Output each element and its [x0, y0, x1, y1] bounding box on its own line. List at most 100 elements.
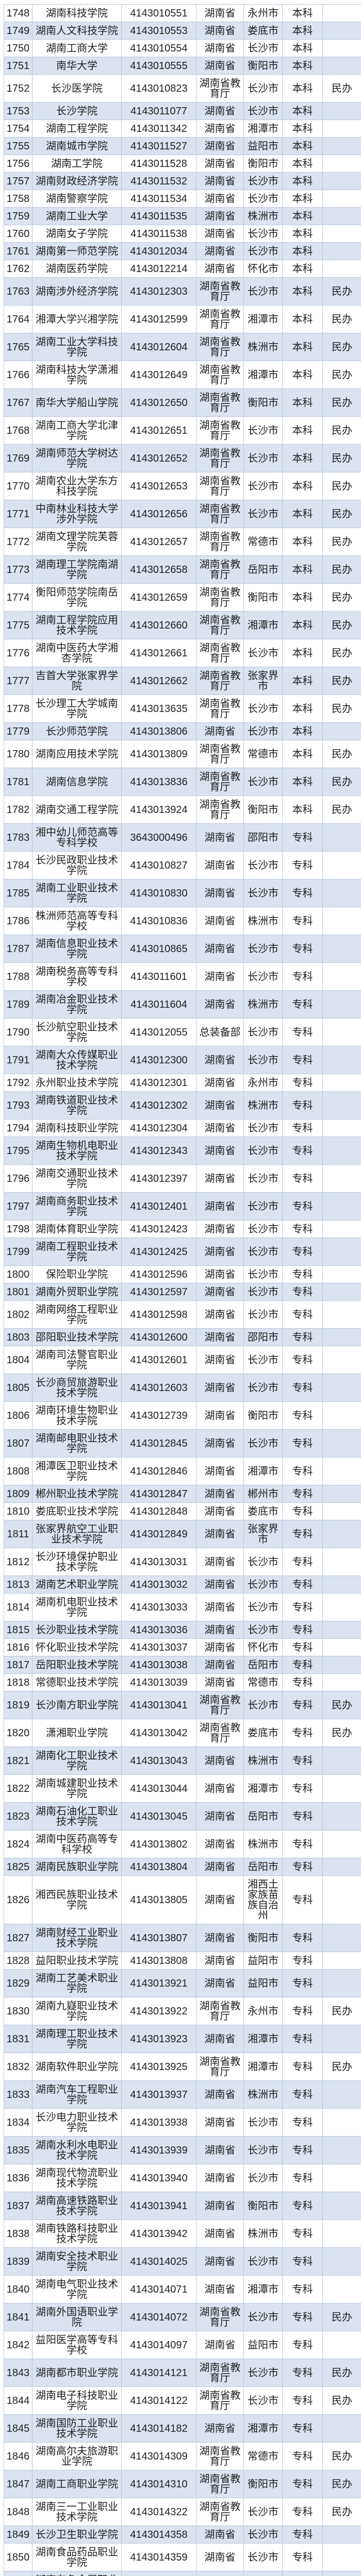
table-row: 1772 湖南文理学院芙蓉学院 4143012657 湖南省教育厅 常德市 本科 民办	[4, 528, 361, 556]
cell-department: 湖南省	[196, 2571, 244, 2576]
cell-school-name: 湖南汽车工程职业学院	[32, 2080, 122, 2109]
cell-level: 专科	[282, 1520, 323, 1548]
cell-department: 湖南省	[196, 2247, 244, 2276]
cell-department: 湖南省教育厅	[196, 639, 244, 667]
cell-level: 专科	[282, 1457, 323, 1485]
cell-department: 湖南省	[196, 1575, 244, 1594]
cell-school-code: 4143012302	[121, 1091, 196, 1120]
cell-city: 长沙市	[243, 879, 283, 907]
cell-note	[322, 1265, 361, 1283]
cell-level: 专科	[282, 1265, 323, 1283]
cell-note	[322, 1656, 361, 1674]
cell-school-code: 4143012660	[121, 611, 196, 639]
cell-level: 专科	[282, 1997, 323, 2025]
cell-level: 专科	[282, 1328, 323, 1346]
table-row: 1839 湖南安全技术职业学院 4143014025 湖南省 长沙市 专科	[4, 2247, 361, 2276]
cell-school-name: 长沙职业技术学院	[32, 1621, 122, 1639]
cell-school-code: 4143013037	[121, 1638, 196, 1656]
cell-row-number: 1846	[4, 2442, 32, 2470]
cell-note	[322, 1220, 361, 1238]
cell-school-name: 湖南警察学院	[32, 190, 122, 208]
cell-city: 株洲市	[243, 2571, 283, 2576]
cell-school-code: 4143012597	[121, 1283, 196, 1301]
cell-note	[322, 1300, 361, 1329]
table-row: 1826 湘西民族职业技术学院 4143013805 湖南省 湘西土家族苗族自治州 专科	[4, 1875, 361, 1924]
cell-row-number: 1816	[4, 1638, 32, 1656]
cell-department: 湖南省教育厅	[196, 2470, 244, 2498]
cell-city: 长沙市	[243, 2526, 283, 2544]
cell-row-number: 1806	[4, 1401, 32, 1430]
cell-school-code: 4143013921	[121, 1969, 196, 1997]
table-row: 1825 湖南民族职业学院 4143013804 湖南省 岳阳市 专科	[4, 1858, 361, 1876]
cell-department: 湖南省	[196, 879, 244, 907]
cell-row-number: 1764	[4, 305, 32, 333]
cell-level: 本科	[282, 333, 323, 361]
cell-department: 湖南省	[196, 1457, 244, 1485]
cell-city: 长沙市	[243, 102, 283, 120]
cell-note	[322, 102, 361, 120]
cell-school-name: 湖南工业职业技术学院	[32, 879, 122, 907]
cell-city: 株洲市	[243, 2080, 283, 2109]
cell-level: 专科	[282, 2303, 323, 2331]
cell-city: 长沙市	[243, 1593, 283, 1621]
cell-school-code: 4143013044	[121, 1774, 196, 1803]
cell-level: 专科	[282, 2359, 323, 2387]
cell-row-number: 1808	[4, 1457, 32, 1485]
cell-row-number: 1752	[4, 74, 32, 103]
cell-school-name: 长沙电力职业技术学院	[32, 2108, 122, 2137]
cell-department: 湖南省教育厅	[196, 388, 244, 417]
cell-department: 湖南省教育厅	[196, 361, 244, 389]
table-row: 1843 湖南都市职业学院 4143014121 湖南省教育厅 长沙市 专科 民办	[4, 2359, 361, 2387]
cell-city: 长沙市	[243, 2303, 283, 2331]
cell-school-name: 南华大学船山学院	[32, 388, 122, 417]
cell-school-name: 湖南交通工程学院	[32, 795, 122, 824]
cell-department: 湖南省教育厅	[196, 333, 244, 361]
cell-note: 民办	[322, 500, 361, 528]
cell-city: 长沙市	[243, 416, 283, 445]
cell-school-code: 4143014358	[121, 2526, 196, 2544]
cell-note	[322, 1046, 361, 1074]
cell-city: 常德市	[243, 1673, 283, 1691]
cell-note	[322, 2192, 361, 2220]
cell-note: 民办	[322, 2386, 361, 2415]
cell-department: 湖南省	[196, 1774, 244, 1803]
cell-department: 湖南省教育厅	[196, 1719, 244, 1747]
cell-department: 湖南省	[196, 102, 244, 120]
cell-school-code: 4143010836	[121, 907, 196, 935]
cell-school-name: 湘西民族职业技术学院	[32, 1875, 122, 1924]
cell-city: 益阳市	[243, 2331, 283, 2359]
cell-department: 湖南省	[196, 39, 244, 57]
cell-school-name: 湖南交通职业技术学院	[32, 1164, 122, 1193]
cell-department: 湖南省教育厅	[196, 528, 244, 556]
cell-row-number: 1838	[4, 2219, 32, 2248]
cell-row-number: 1835	[4, 2136, 32, 2164]
cell-level: 本科	[282, 795, 323, 824]
cell-school-name: 湖南生物机电职业技术学院	[32, 1137, 122, 1165]
table-row: 1820 潇湘职业学院 4143013042 湖南省教育厅 娄底市 专科 民办	[4, 1719, 361, 1747]
cell-school-name: 长沙师范学院	[32, 722, 122, 740]
table-row: 1841 湖南外国语职业学院 4143014072 湖南省教育厅 长沙市 专科 民办	[4, 2303, 361, 2331]
cell-department: 湖南省	[196, 1265, 244, 1283]
cell-school-name: 湖南高速铁路职业技术学院	[32, 2192, 122, 2220]
cell-level: 专科	[282, 2275, 323, 2303]
cell-department: 湖南省	[196, 1548, 244, 1576]
cell-school-code: 4143012304	[121, 1119, 196, 1137]
cell-department: 湖南省教育厅	[196, 2442, 244, 2470]
cell-note	[322, 207, 361, 225]
cell-city: 长沙市	[243, 2359, 283, 2387]
cell-city: 怀化市	[243, 260, 283, 278]
cell-row-number: 1763	[4, 277, 32, 306]
table-row: 1795 湖南生物机电职业技术学院 4143012343 湖南省 长沙市 专科	[4, 1137, 361, 1165]
cell-level: 本科	[282, 555, 323, 584]
cell-city: 张家界市	[243, 667, 283, 695]
cell-note	[322, 1924, 361, 1952]
cell-note	[322, 1074, 361, 1092]
cell-school-name: 湖南涉外经济学院	[32, 277, 122, 306]
table-row: 1813 湖南艺术职业学院 4143013032 湖南省 长沙市 专科	[4, 1575, 361, 1594]
cell-city: 长沙市	[243, 1346, 283, 1374]
cell-school-name: 湖南铁路科技职业技术学院	[32, 2219, 122, 2248]
cell-school-code: 4143010555	[121, 57, 196, 75]
cell-row-number: 1817	[4, 1656, 32, 1674]
cell-level: 专科	[282, 1691, 323, 1719]
cell-school-name: 湖南税务高等专科学校	[32, 962, 122, 991]
